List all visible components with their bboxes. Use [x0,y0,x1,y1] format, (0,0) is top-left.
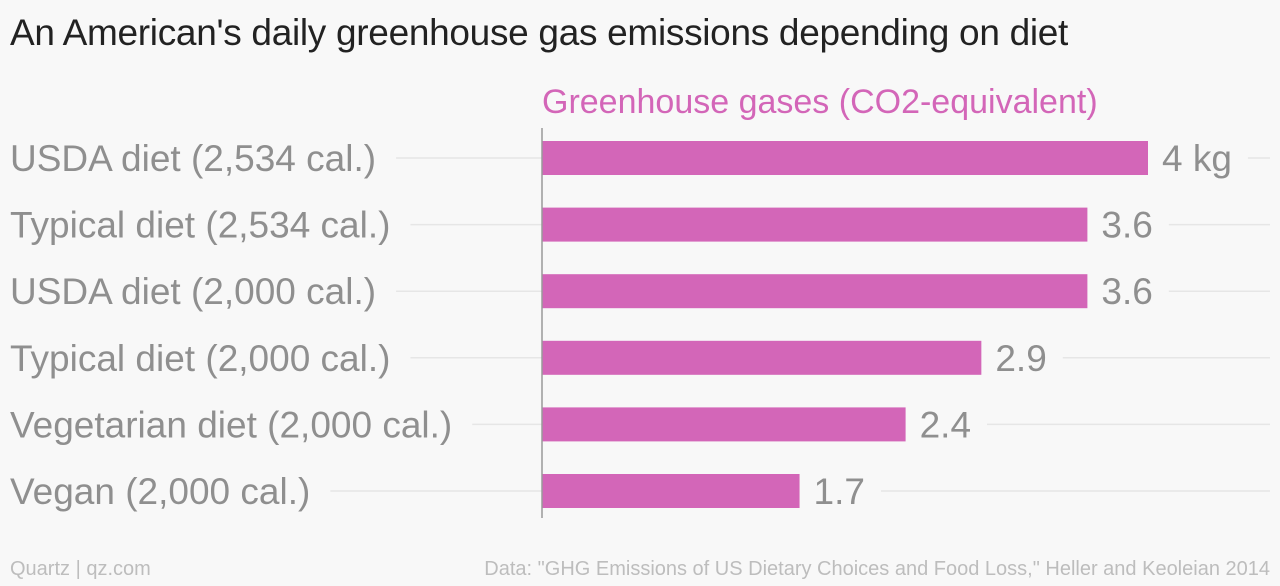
value-label: 1.7 [814,471,865,512]
footer-source: Data: "GHG Emissions of US Dietary Choic… [484,558,1270,580]
bar [542,474,800,508]
footer-credit: Quartz | qz.com [10,558,151,580]
value-label: 2.9 [995,338,1046,379]
category-label: USDA diet (2,534 cal.) [10,138,376,179]
category-label: Typical diet (2,000 cal.) [10,338,390,379]
bar [542,274,1088,309]
category-label: Vegan (2,000 cal.) [10,471,310,512]
value-label: 2.4 [920,404,971,445]
chart-title: An American's daily greenhouse gas emiss… [10,12,1069,53]
bar [542,207,1088,242]
category-label: Vegetarian diet (2,000 cal.) [10,404,452,445]
value-label: 4 kg [1162,138,1232,179]
bars [542,141,1148,508]
labels: USDA diet (2,534 cal.) 4 kg Typical diet (… [10,138,1232,512]
bar [542,340,982,375]
value-label: 3.6 [1101,271,1152,312]
gridlines [330,157,1270,492]
series-label: Greenhouse gases (CO2-equivalent) [542,83,1098,121]
value-label: 3.6 [1101,205,1152,246]
bar [542,141,1148,175]
category-label: USDA diet (2,000 cal.) [10,271,376,312]
category-label: Typical diet (2,534 cal.) [10,205,390,246]
bar [542,407,906,442]
